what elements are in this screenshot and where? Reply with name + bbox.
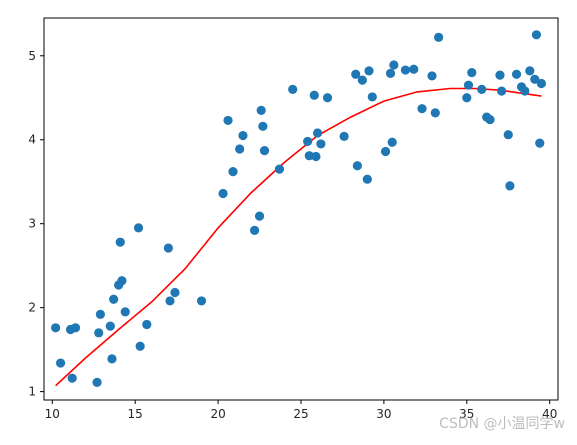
data-point: [218, 188, 228, 199]
data-point: [196, 296, 207, 306]
y-tick-label: 4: [28, 133, 36, 147]
x-tick-label: 25: [293, 407, 308, 421]
data-point: [389, 60, 399, 70]
data-point: [70, 323, 81, 333]
data-point: [55, 358, 66, 368]
y-axis: 1 2 3 4 5: [28, 49, 44, 399]
data-point: [235, 144, 245, 154]
data-point: [120, 307, 130, 317]
data-point: [339, 131, 349, 141]
data-point: [92, 377, 102, 387]
data-point: [430, 108, 440, 118]
x-tick-label: 15: [128, 407, 143, 421]
data-points: [51, 30, 547, 387]
data-point: [530, 74, 540, 84]
data-point: [309, 90, 319, 100]
data-point: [497, 86, 507, 96]
data-point: [531, 30, 542, 40]
data-point: [520, 86, 530, 96]
data-point: [477, 84, 487, 94]
data-point: [163, 243, 173, 253]
data-point: [133, 223, 144, 233]
x-tick-label: 35: [459, 407, 474, 421]
data-point: [135, 341, 145, 351]
data-point: [288, 84, 298, 94]
data-point: [256, 105, 266, 115]
data-point: [316, 139, 326, 149]
x-tick-label: 20: [210, 407, 225, 421]
data-point: [367, 92, 377, 102]
data-point: [351, 69, 361, 79]
data-point: [417, 104, 427, 114]
watermark-text: CSDN @小温同学w: [439, 416, 565, 432]
data-point: [67, 373, 77, 383]
data-point: [117, 276, 127, 286]
data-point: [228, 167, 238, 177]
data-point: [274, 164, 285, 174]
data-point: [427, 71, 437, 81]
y-tick-label: 2: [28, 301, 36, 315]
data-point: [505, 181, 515, 191]
data-point: [311, 151, 321, 162]
data-point: [142, 319, 152, 330]
fit-curve: [55, 87, 542, 387]
plot-area: [43, 17, 559, 401]
data-point: [362, 174, 372, 184]
data-point: [109, 294, 119, 304]
data-point: [95, 309, 105, 319]
data-point: [511, 69, 522, 79]
data-point: [434, 32, 444, 42]
data-point: [503, 130, 513, 140]
data-point: [485, 114, 495, 125]
data-point: [223, 115, 233, 126]
data-point: [352, 161, 362, 171]
y-tick-label: 3: [28, 217, 36, 231]
data-point: [535, 138, 545, 148]
data-point: [322, 93, 333, 103]
data-point: [409, 64, 419, 74]
data-point: [364, 66, 374, 76]
data-point: [400, 65, 411, 75]
data-point: [94, 328, 104, 338]
data-point: [380, 146, 391, 157]
data-point: [51, 323, 61, 333]
x-tick-label: 40: [542, 407, 557, 421]
y-tick-label: 1: [28, 385, 36, 399]
data-point: [387, 137, 397, 147]
data-point: [165, 296, 175, 306]
data-point: [303, 136, 313, 147]
y-tick-label: 5: [28, 49, 36, 63]
data-point: [258, 121, 268, 131]
data-point: [170, 287, 180, 298]
data-point: [385, 68, 396, 79]
data-point: [463, 80, 474, 90]
data-point: [105, 321, 115, 331]
x-tick-label: 10: [45, 407, 60, 421]
data-point: [115, 237, 125, 247]
data-point: [254, 211, 265, 221]
x-tick-label: 30: [376, 407, 391, 421]
data-point: [467, 67, 477, 78]
data-point: [107, 354, 117, 364]
data-point: [495, 70, 505, 80]
data-point: [462, 93, 472, 103]
data-point: [312, 128, 323, 138]
data-point: [259, 146, 270, 156]
data-point: [249, 225, 260, 236]
x-axis: 10 15 20 25 30 35 40: [45, 400, 557, 421]
data-point: [357, 75, 367, 85]
data-point: [238, 130, 248, 141]
data-point: [525, 66, 535, 76]
data-point: [536, 78, 547, 89]
